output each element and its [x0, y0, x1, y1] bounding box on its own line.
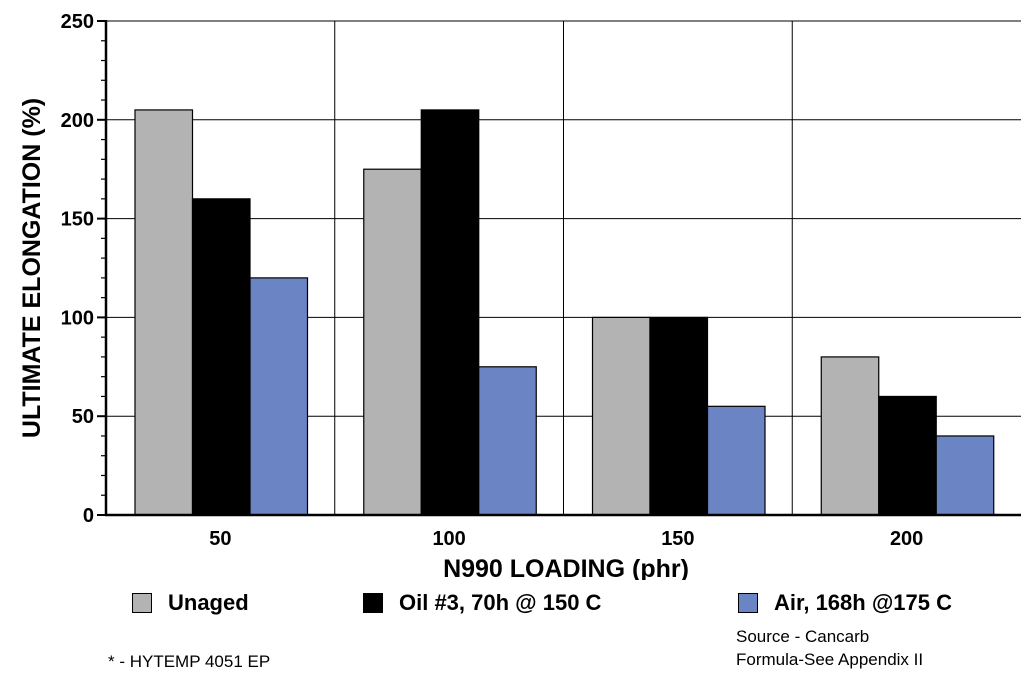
bar-200-series-1 — [878, 395, 937, 516]
legend-item-oil: Oil #3, 70h @ 150 C — [363, 588, 601, 618]
x-tick-labels: 50 100 150 200 — [209, 528, 923, 550]
x-tick-label-50: 50 — [209, 528, 231, 550]
y-tick-label-50: 50 — [72, 406, 94, 428]
y-tick-label-0: 0 — [83, 505, 94, 527]
bars — [134, 109, 995, 516]
legend-item-air: Air, 168h @175 C — [738, 588, 952, 618]
bar-100-series-0 — [363, 168, 422, 516]
bar-chart: 0 50 100 150 200 250 50 100 150 200 N990 LOADING… — [18, 11, 1021, 580]
formula-note: Formula-See Appendix II — [736, 650, 924, 669]
bar-150-series-0 — [591, 316, 651, 516]
bar-100-series-2 — [478, 366, 537, 516]
legend-label-air: Air, 168h @175 C — [774, 590, 952, 615]
legend-swatch-air — [738, 593, 758, 613]
legend-item-unaged: Unaged — [132, 588, 249, 618]
legend-swatch-oil — [363, 593, 383, 613]
bar-150-series-1 — [649, 316, 709, 516]
y-tick-label-100: 100 — [61, 307, 94, 329]
axes — [97, 20, 1021, 517]
x-tick-label-200: 200 — [890, 528, 923, 550]
footnote: * - HYTEMP 4051 EP — [108, 652, 271, 671]
x-axis-title: N990 LOADING (phr) — [443, 555, 689, 580]
legend-label-oil: Oil #3, 70h @ 150 C — [399, 590, 602, 615]
bar-200-series-0 — [820, 356, 880, 516]
y-tick-label-250: 250 — [61, 11, 94, 33]
y-axis-title: ULTIMATE ELONGATION (%) — [18, 98, 46, 438]
y-tick-label-150: 150 — [61, 209, 94, 231]
source-note: Source - Cancarb — [736, 627, 870, 646]
bar-100-series-1 — [420, 109, 480, 516]
bar-50-series-1 — [191, 198, 251, 516]
x-tick-label-100: 100 — [432, 528, 465, 550]
bar-50-series-2 — [249, 277, 309, 516]
legend-label-unaged: Unaged — [168, 590, 249, 615]
y-tick-labels: 0 50 100 150 200 250 — [61, 11, 94, 527]
bar-50-series-0 — [134, 109, 194, 516]
legend-swatch-unaged — [132, 593, 152, 613]
bar-150-series-2 — [706, 405, 766, 516]
y-tick-label-200: 200 — [61, 110, 94, 132]
bar-200-series-2 — [935, 435, 995, 516]
x-tick-label-150: 150 — [661, 528, 694, 550]
